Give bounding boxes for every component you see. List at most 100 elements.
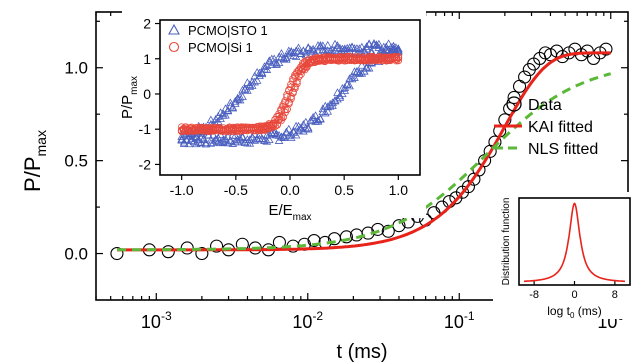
inset-point-sto xyxy=(230,131,240,139)
distribution-curve xyxy=(524,202,625,283)
data-point xyxy=(161,245,175,259)
inset-point-sto xyxy=(279,53,289,62)
inset-point-sto xyxy=(364,63,374,72)
inset-point-sto xyxy=(296,49,306,57)
inset-point-sto xyxy=(267,60,277,68)
inset-point-sto xyxy=(355,44,364,53)
main-legend: Data KAI fitted NLS fitted xyxy=(494,96,598,158)
inset-point-si xyxy=(394,56,403,65)
y-axis-label-subscript: max xyxy=(33,130,49,156)
inset-legend: PCMO|STO 1 PCMO|Si 1 xyxy=(168,23,268,55)
inset-point-sto xyxy=(313,46,323,55)
inset-point-si xyxy=(241,125,250,134)
inset-point-sto xyxy=(364,40,374,48)
inset-y-tick-label: 0 xyxy=(143,86,151,102)
inset-point-si xyxy=(273,121,281,129)
data-point xyxy=(599,42,613,56)
inset-point-sto xyxy=(199,135,208,144)
inset-point-sto xyxy=(277,132,286,141)
inset-point-sto xyxy=(335,93,345,101)
inset-point-si xyxy=(394,53,403,61)
inset-point-sto xyxy=(221,110,230,119)
inset-point-si xyxy=(368,54,377,63)
inset-point-sto xyxy=(323,40,333,49)
distribution-inset: -8 0 8 log t0 (ms) Distribution function xyxy=(493,192,634,320)
inset-point-sto xyxy=(206,115,216,124)
inset-point-sto xyxy=(238,132,247,140)
inset-point-sto xyxy=(282,54,291,63)
inset-point-si xyxy=(315,56,323,64)
nls-fit-line xyxy=(117,72,612,252)
inset-point-si xyxy=(223,125,232,133)
data-point xyxy=(195,246,209,261)
inset-point-sto xyxy=(323,102,333,111)
inset-point-sto xyxy=(223,138,233,147)
data-point xyxy=(518,70,532,84)
inset-point-sto xyxy=(301,123,311,132)
inset-point-si xyxy=(313,54,321,63)
inset-point-si xyxy=(259,125,267,133)
x-tick-label-exponent: -2 xyxy=(312,309,323,323)
inset-y-axis-label: P/Pmax xyxy=(119,76,140,119)
legend-label: Data xyxy=(528,97,562,114)
main-plot: 10-310-210-11000.00.51.0t (ms)P/PmaxData… xyxy=(20,11,629,363)
inset-x-axis-label: E/Emax xyxy=(268,202,311,223)
y-axis-label: P/Pmax xyxy=(20,130,49,192)
inset-point-sto xyxy=(245,135,255,144)
x-tick-label: 10-3 xyxy=(141,309,172,332)
inset-point-sto xyxy=(316,40,325,49)
inset-y-axis-label-subscript: max xyxy=(129,76,140,95)
inset-x-tick-label: 0.0 xyxy=(280,182,300,198)
inset-point-sto xyxy=(328,98,337,107)
data-point xyxy=(110,246,124,261)
inset-point-sto xyxy=(299,120,308,128)
data-point xyxy=(381,224,395,238)
inset-y-axis-label-main: P/P xyxy=(119,95,136,119)
inset-point-si xyxy=(293,69,301,78)
inset-x-tick-label: 0.5 xyxy=(334,182,354,198)
inset-point-sto xyxy=(221,134,230,143)
inset-point-sto xyxy=(209,130,218,139)
inset-y-tick-label: -1 xyxy=(139,121,152,137)
inset-point-sto xyxy=(306,45,315,54)
inset-point-sto xyxy=(238,92,247,101)
inset-point-sto xyxy=(335,43,345,52)
dist-x-tick-label: 8 xyxy=(612,289,618,301)
y-axis-label-main: P/P xyxy=(20,156,45,191)
inset-point-sto xyxy=(357,60,367,69)
inset-point-sto xyxy=(277,48,286,57)
inset-point-sto xyxy=(347,74,357,83)
inset-point-si xyxy=(376,53,385,61)
inset-point-sto xyxy=(262,65,272,73)
inset-point-si xyxy=(289,88,297,96)
inset-point-sto xyxy=(286,47,296,56)
inset-point-si xyxy=(225,123,234,132)
inset-point-si xyxy=(279,102,287,111)
inset-point-sto xyxy=(177,135,186,144)
y-tick-label: 1.0 xyxy=(64,59,88,78)
inset-point-sto xyxy=(342,43,352,52)
inset-point-si xyxy=(179,127,188,135)
inset-point-sto xyxy=(362,44,371,53)
inset-point-si xyxy=(251,123,260,132)
inset-legend-label: PCMO|Si 1 xyxy=(188,40,253,55)
inset-point-sto xyxy=(340,86,350,94)
inset-y-tick-label: -2 xyxy=(139,156,152,172)
inset-y-tick-label: 2 xyxy=(143,16,151,32)
data-point xyxy=(210,239,224,253)
inset-point-sto xyxy=(303,124,313,133)
inset-point-si xyxy=(277,107,285,115)
legend-label: KAI fitted xyxy=(528,119,593,136)
dist-y-axis-label: Distribution function xyxy=(501,198,512,286)
inset-point-sto xyxy=(233,137,242,146)
inset-background xyxy=(122,10,426,218)
inset-point-si xyxy=(289,75,297,83)
inset-point-sto xyxy=(321,108,330,117)
inset-point-sto xyxy=(282,53,291,61)
inset-point-sto xyxy=(250,77,259,86)
data-point xyxy=(339,230,353,244)
inset-point-si xyxy=(177,123,186,131)
inset-point-sto xyxy=(272,130,281,139)
x-tick-label-exponent: -3 xyxy=(161,309,172,323)
inset-point-si xyxy=(388,54,397,63)
